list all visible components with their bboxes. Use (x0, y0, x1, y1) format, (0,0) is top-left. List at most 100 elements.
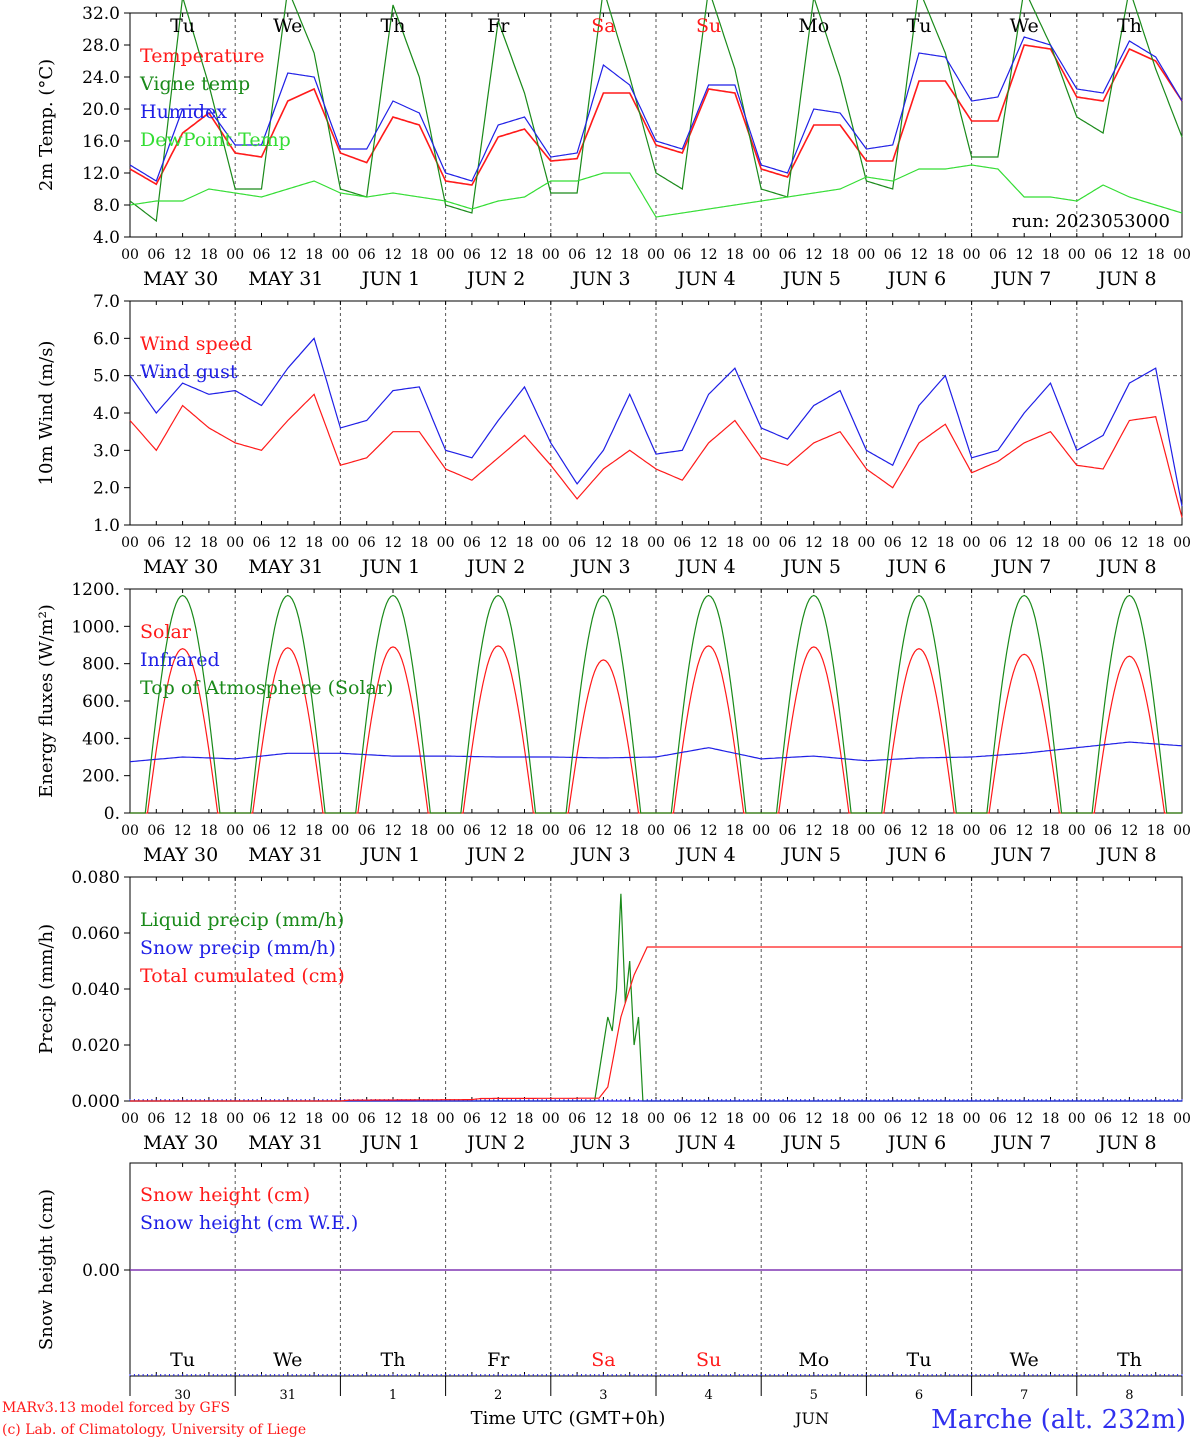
hour-tick-label: 06 (1094, 535, 1112, 551)
hour-tick-label: 12 (489, 1111, 507, 1127)
x-axis-label: Time UTC (GMT+0h) (471, 1408, 666, 1429)
hour-tick-label: 00 (1068, 247, 1086, 263)
hour-tick-label: 00 (752, 247, 770, 263)
hour-tick-label: 00 (226, 247, 244, 263)
hour-tick-label: 00 (857, 535, 875, 551)
hour-tick-label: 12 (594, 823, 612, 839)
hour-tick-label: 06 (884, 823, 902, 839)
footer-credit-line1: MARv3.13 model forced by GFS (2, 1400, 230, 1416)
hour-tick-label: 18 (200, 823, 218, 839)
hour-tick-label: 00 (121, 535, 139, 551)
hour-tick-label: 18 (831, 823, 849, 839)
hour-tick-label: 00 (437, 247, 455, 263)
hour-tick-label: 00 (963, 535, 981, 551)
hour-tick-label: 18 (410, 535, 428, 551)
hour-tick-label: 12 (1015, 247, 1033, 263)
y-tick-label: 1.0 (93, 516, 120, 536)
hour-tick-label: 00 (1173, 247, 1191, 263)
y-tick-label: 16.0 (82, 132, 120, 152)
hour-tick-label: 12 (384, 247, 402, 263)
weekday-label: Sa (591, 15, 615, 37)
hour-tick-label: 18 (200, 1111, 218, 1127)
date-label: MAY 30 (143, 844, 218, 866)
hour-tick-label: 12 (279, 535, 297, 551)
hour-tick-label: 12 (805, 535, 823, 551)
date-label: JUN 7 (991, 844, 1051, 866)
panel-1: 4.0 8.0 12.0 16.0 20.0 24.0 28.0 32.0 2m Temp. (… (36, 0, 1191, 290)
weekday-label: Th (381, 15, 406, 37)
y-tick-label: 2.0 (93, 479, 120, 499)
hour-tick-label: 00 (963, 247, 981, 263)
hour-tick-label: 00 (857, 823, 875, 839)
date-label: JUN 6 (886, 268, 946, 290)
hour-tick-label: 06 (568, 535, 586, 551)
hour-tick-label: 06 (779, 1111, 797, 1127)
legend-entry: Liquid precip (mm/h) (140, 909, 344, 931)
hour-tick-label: 06 (568, 247, 586, 263)
date-label: JUN 1 (360, 844, 420, 866)
hour-tick-label: 12 (384, 823, 402, 839)
y-tick-label: 3.0 (93, 441, 120, 461)
weekday-label: We (1010, 15, 1039, 37)
date-label: JUN 2 (465, 556, 525, 578)
hour-tick-label: 06 (253, 1111, 271, 1127)
date-label: JUN 3 (570, 268, 630, 290)
hour-tick-label: 18 (936, 1111, 954, 1127)
date-label: JUN 3 (570, 844, 630, 866)
run-annotation: run: 2023053000 (1012, 211, 1170, 232)
y-tick-label: 6.0 (93, 329, 120, 349)
y-tick-label: 28.0 (82, 36, 120, 56)
hour-tick-label: 18 (305, 1111, 323, 1127)
hour-tick-label: 12 (910, 823, 928, 839)
series-line-4-3 (130, 946, 1182, 1102)
hour-tick-label: 12 (279, 1111, 297, 1127)
weekday-label: Mo (798, 1349, 829, 1371)
hour-tick-label: 12 (700, 247, 718, 263)
y-tick-label: 0.000 (71, 1092, 120, 1112)
y-tick-label: 0.020 (71, 1036, 120, 1056)
hour-tick-label: 12 (174, 823, 192, 839)
hour-tick-label: 00 (542, 823, 560, 839)
legend-entry: Wind speed (140, 333, 252, 355)
y-axis-label: 10m Wind (m/s) (36, 341, 57, 486)
hour-tick-label: 12 (805, 823, 823, 839)
hour-tick-label: 12 (384, 535, 402, 551)
weekday-label: Th (1117, 15, 1142, 37)
hour-tick-label: 06 (884, 247, 902, 263)
date-label: JUN 8 (1096, 556, 1156, 578)
hour-tick-label: 06 (358, 535, 376, 551)
date-label: JUN 6 (886, 556, 946, 578)
hour-tick-label: 12 (1015, 823, 1033, 839)
hour-tick-label: 18 (1147, 535, 1165, 551)
weekday-label: Su (696, 1349, 721, 1371)
hour-tick-label: 00 (1068, 1111, 1086, 1127)
hour-tick-label: 06 (568, 823, 586, 839)
hour-tick-label: 06 (779, 823, 797, 839)
hour-tick-label: 18 (516, 823, 534, 839)
hour-tick-label: 06 (463, 247, 481, 263)
date-label: JUN 4 (675, 1132, 735, 1154)
hour-tick-label: 18 (726, 535, 744, 551)
hour-tick-label: 18 (1042, 1111, 1060, 1127)
hour-tick-label: 12 (1120, 823, 1138, 839)
hour-tick-label: 00 (752, 1111, 770, 1127)
hour-tick-label: 00 (437, 535, 455, 551)
hour-tick-label: 00 (1173, 535, 1191, 551)
hour-tick-label: 00 (226, 823, 244, 839)
weekday-label: We (1010, 1349, 1039, 1371)
hour-tick-label: 00 (752, 535, 770, 551)
panel-4: 0.000 0.020 0.040 0.060 0.080 Precip (mm/h) Li… (36, 868, 1191, 1154)
hour-tick-label: 00 (542, 1111, 560, 1127)
day-number-label: 30 (174, 1388, 191, 1403)
y-axis-label: Precip (mm/h) (36, 924, 57, 1054)
hour-tick-label: 06 (779, 247, 797, 263)
hour-tick-label: 06 (673, 823, 691, 839)
hour-tick-label: 18 (410, 247, 428, 263)
legend-entry: Wind gust (140, 361, 238, 383)
hour-tick-label: 18 (1147, 247, 1165, 263)
hour-tick-label: 18 (621, 1111, 639, 1127)
hour-tick-label: 18 (726, 823, 744, 839)
hour-tick-label: 06 (463, 535, 481, 551)
legend-entry: Snow height (cm) (140, 1184, 310, 1206)
